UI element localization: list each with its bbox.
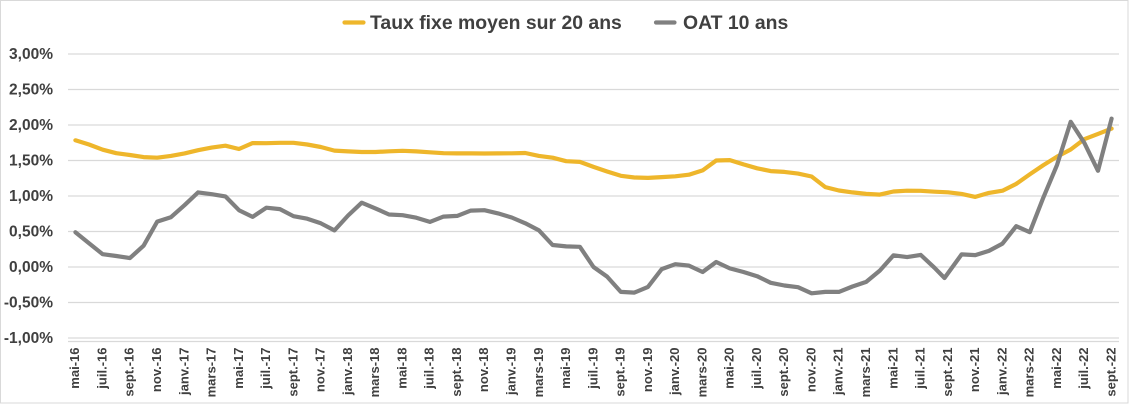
- svg-text:janv.-18: janv.-18: [340, 348, 355, 396]
- svg-text:OAT 10 ans: OAT 10 ans: [683, 12, 788, 34]
- svg-text:mai-21: mai-21: [885, 348, 900, 389]
- svg-text:2,50%: 2,50%: [9, 82, 53, 99]
- svg-text:mars-22: mars-22: [1022, 348, 1037, 398]
- svg-text:3,00%: 3,00%: [9, 46, 53, 63]
- svg-text:nov.-18: nov.-18: [476, 348, 491, 393]
- svg-text:mai-22: mai-22: [1049, 348, 1064, 389]
- svg-text:Taux fixe moyen sur 20 ans: Taux fixe moyen sur 20 ans: [370, 12, 622, 34]
- svg-text:sept.-17: sept.-17: [285, 348, 300, 397]
- svg-text:janv.-19: janv.-19: [504, 348, 519, 396]
- svg-text:nov.-17: nov.-17: [313, 348, 328, 393]
- svg-text:-0,50%: -0,50%: [4, 295, 53, 312]
- svg-text:mars-17: mars-17: [204, 348, 219, 398]
- svg-text:mars-18: mars-18: [367, 348, 382, 398]
- svg-text:sept.-18: sept.-18: [449, 348, 464, 397]
- svg-text:sept.-16: sept.-16: [122, 348, 137, 397]
- svg-text:juil.-18: juil.-18: [422, 348, 437, 390]
- svg-text:mai-18: mai-18: [394, 348, 409, 389]
- svg-text:mars-20: mars-20: [694, 348, 709, 398]
- svg-text:mai-20: mai-20: [722, 348, 737, 389]
- svg-text:0,50%: 0,50%: [9, 224, 53, 241]
- svg-text:1,00%: 1,00%: [9, 188, 53, 205]
- svg-text:juil.-16: juil.-16: [95, 348, 110, 390]
- svg-text:janv.-20: janv.-20: [667, 348, 682, 396]
- svg-text:sept.-21: sept.-21: [940, 348, 955, 397]
- svg-text:-1,00%: -1,00%: [4, 330, 53, 347]
- svg-text:mars-19: mars-19: [531, 348, 546, 398]
- svg-text:sept.-19: sept.-19: [613, 348, 628, 397]
- svg-text:juil.-19: juil.-19: [585, 348, 600, 390]
- svg-text:2,00%: 2,00%: [9, 117, 53, 134]
- svg-text:janv.-17: janv.-17: [176, 348, 191, 396]
- svg-text:nov.-21: nov.-21: [967, 348, 982, 393]
- svg-text:juil.-21: juil.-21: [913, 348, 928, 390]
- svg-text:juil.-20: juil.-20: [749, 348, 764, 390]
- svg-text:juil.-17: juil.-17: [258, 348, 273, 390]
- svg-text:0,00%: 0,00%: [9, 259, 53, 276]
- svg-text:mai-17: mai-17: [231, 348, 246, 389]
- svg-text:nov.-20: nov.-20: [803, 348, 818, 393]
- svg-text:mai-19: mai-19: [558, 348, 573, 389]
- svg-text:sept.-22: sept.-22: [1103, 348, 1118, 397]
- svg-text:janv.-21: janv.-21: [831, 348, 846, 396]
- svg-text:juil.-22: juil.-22: [1076, 348, 1091, 390]
- svg-text:1,50%: 1,50%: [9, 153, 53, 170]
- svg-text:mars-21: mars-21: [858, 348, 873, 398]
- svg-text:sept.-20: sept.-20: [776, 348, 791, 397]
- svg-text:janv.-22: janv.-22: [994, 348, 1009, 396]
- svg-text:nov.-19: nov.-19: [640, 348, 655, 393]
- svg-text:nov.-16: nov.-16: [149, 348, 164, 393]
- svg-text:mai-16: mai-16: [67, 348, 82, 389]
